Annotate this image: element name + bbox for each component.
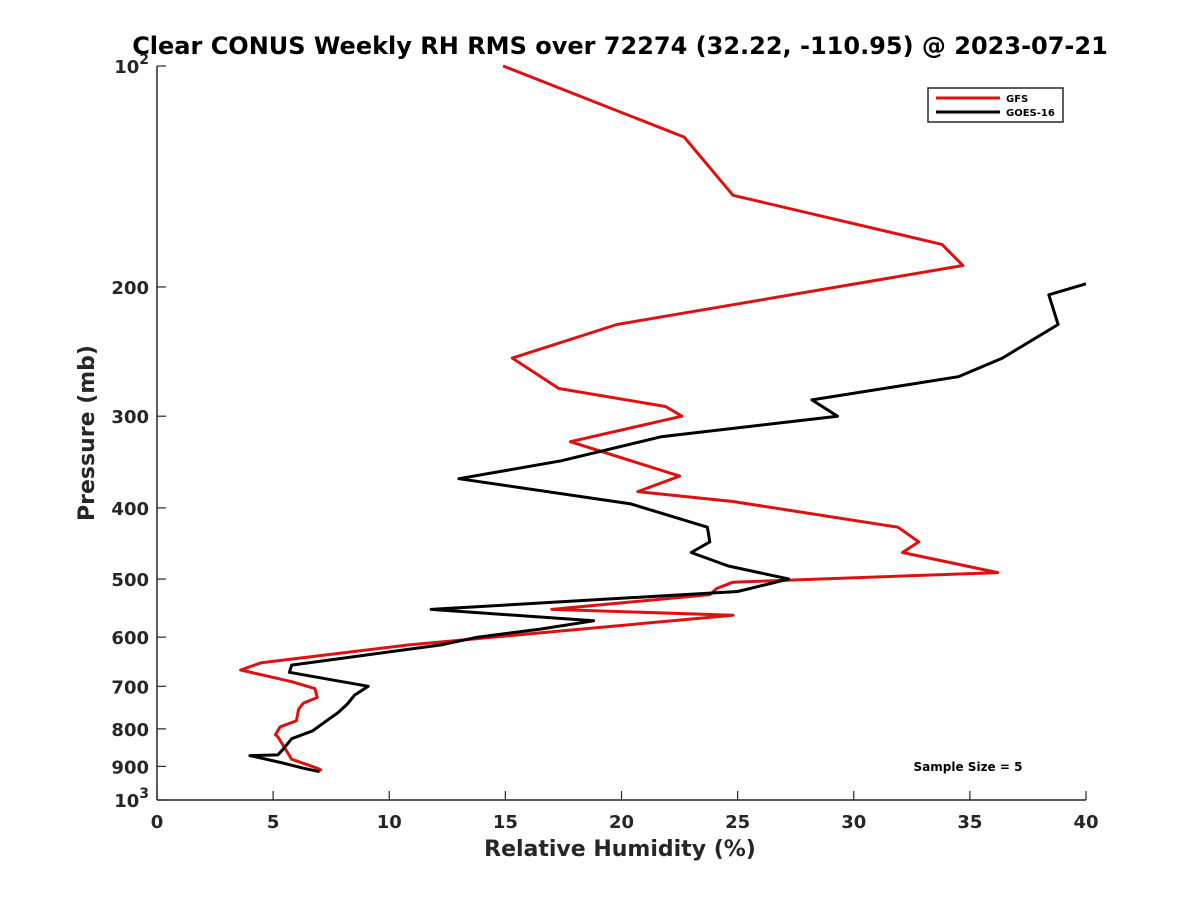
x-tick-label: 35 — [957, 812, 982, 833]
chart-title: Clear CONUS Weekly RH RMS over 72274 (32… — [132, 32, 1108, 60]
y-tick-label: 900 — [111, 757, 149, 778]
x-tick-label: 30 — [841, 812, 866, 833]
series-layer — [239, 64, 1087, 774]
axes: 0 5 10 15 20 25 30 35 40 102 200 300 400 500 600 700 800… — [111, 52, 1098, 833]
series-line-goes-16 — [248, 282, 1087, 774]
legend: GFS GOES-16 — [927, 87, 1064, 123]
y-tick-label: 200 — [111, 278, 149, 299]
x-tick-label: 40 — [1073, 812, 1098, 833]
y-tick-label: 103 — [114, 786, 149, 812]
x-tick-label: 20 — [609, 812, 634, 833]
x-axis-label: Relative Humidity (%) — [484, 837, 756, 862]
y-tick-label: 500 — [111, 570, 149, 591]
x-tick-label: 10 — [377, 812, 402, 833]
y-tick-label: 600 — [111, 628, 149, 649]
y-tick-label: 700 — [111, 677, 149, 698]
x-tick-label: 15 — [493, 812, 518, 833]
y-axis-label: Pressure (mb) — [75, 345, 100, 521]
legend-label: GFS — [1006, 94, 1028, 105]
y-tick-label: 102 — [114, 52, 149, 78]
y-tick-label: 400 — [111, 499, 149, 520]
sample-size-annotation: Sample Size = 5 — [914, 760, 1023, 774]
x-tick-label: 5 — [267, 812, 280, 833]
y-tick-label: 300 — [111, 407, 149, 428]
legend-box — [927, 87, 1064, 123]
series-line-gfs — [239, 64, 1000, 772]
x-tick-label: 25 — [725, 812, 750, 833]
legend-label: GOES-16 — [1006, 108, 1055, 119]
x-tick-label: 0 — [151, 812, 164, 833]
y-tick-label: 800 — [111, 720, 149, 741]
